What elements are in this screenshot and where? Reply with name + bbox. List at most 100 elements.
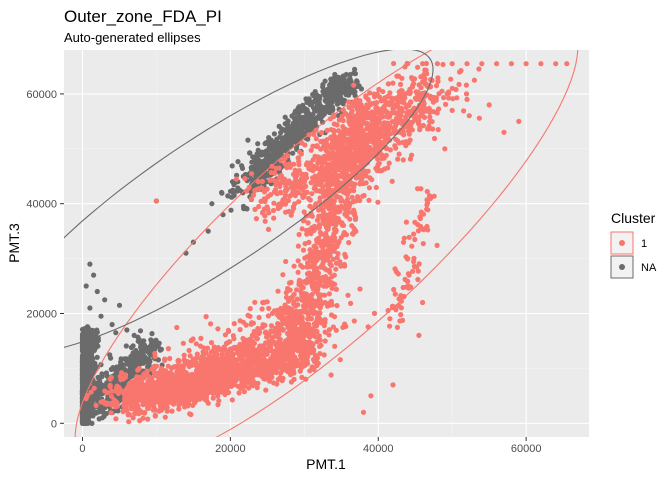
- data-point: [194, 351, 200, 357]
- data-point: [186, 363, 192, 370]
- data-point: [106, 401, 112, 407]
- data-point: [163, 405, 169, 411]
- data-point: [147, 359, 153, 365]
- data-point: [476, 115, 482, 121]
- data-point: [329, 199, 335, 205]
- data-point: [328, 372, 334, 378]
- data-point: [312, 333, 318, 340]
- data-point: [264, 299, 270, 305]
- data-point: [183, 370, 189, 376]
- data-point: [309, 364, 315, 370]
- data-point: [318, 231, 324, 237]
- data-point: [274, 381, 280, 387]
- data-point: [228, 207, 234, 213]
- data-point: [279, 135, 285, 141]
- data-point: [296, 199, 302, 205]
- data-point: [243, 171, 249, 178]
- data-point: [199, 383, 205, 389]
- data-point: [255, 147, 261, 153]
- data-point: [89, 343, 95, 349]
- data-point: [275, 325, 282, 331]
- data-point: [344, 213, 350, 219]
- data-point: [294, 357, 300, 363]
- data-point: [298, 363, 305, 369]
- data-point: [295, 337, 301, 343]
- data-point: [283, 338, 289, 344]
- data-point: [175, 358, 181, 364]
- data-point: [285, 118, 291, 124]
- data-point: [291, 370, 297, 376]
- data-point: [341, 87, 347, 93]
- data-point: [198, 366, 204, 372]
- data-point: [287, 346, 293, 352]
- data-point: [113, 404, 119, 410]
- data-point: [309, 302, 315, 308]
- data-point: [250, 192, 257, 198]
- data-point: [315, 250, 321, 256]
- data-points: [79, 60, 570, 426]
- data-point: [256, 348, 262, 354]
- data-point: [123, 343, 129, 349]
- data-point: [137, 357, 143, 363]
- data-point: [82, 359, 88, 365]
- data-point: [182, 397, 188, 403]
- data-point: [214, 376, 221, 382]
- data-point: [243, 337, 249, 343]
- data-point: [152, 341, 158, 347]
- data-point: [256, 203, 262, 210]
- data-point: [127, 380, 133, 386]
- data-point: [266, 135, 272, 141]
- data-point: [369, 114, 375, 120]
- data-point: [345, 87, 351, 93]
- data-point: [249, 358, 255, 364]
- data-point: [222, 369, 228, 375]
- data-point: [255, 179, 261, 185]
- data-point: [323, 278, 329, 284]
- data-point: [244, 367, 250, 373]
- data-point: [108, 374, 114, 381]
- data-point: [270, 177, 277, 183]
- data-point: [288, 329, 294, 335]
- data-point: [134, 374, 140, 380]
- data-point: [346, 240, 352, 246]
- data-point: [322, 274, 329, 280]
- data-point: [352, 210, 358, 216]
- data-point: [328, 312, 335, 318]
- data-point: [96, 416, 102, 422]
- data-point: [284, 321, 290, 328]
- data-point: [149, 331, 155, 337]
- data-point: [333, 266, 339, 272]
- data-point: [357, 286, 363, 292]
- data-point: [113, 364, 119, 370]
- data-point: [120, 376, 126, 382]
- data-point: [198, 335, 204, 341]
- data-point: [113, 416, 119, 422]
- data-point: [276, 331, 282, 337]
- data-point: [247, 373, 254, 379]
- data-point: [108, 410, 114, 416]
- data-point: [188, 338, 194, 344]
- data-point: [103, 370, 109, 376]
- data-point: [390, 80, 396, 86]
- data-point: [339, 79, 346, 85]
- data-point: [232, 357, 238, 363]
- data-point: [231, 336, 237, 342]
- data-point: [196, 393, 202, 399]
- data-point: [242, 176, 248, 182]
- data-point: [268, 328, 274, 334]
- data-point: [289, 335, 295, 341]
- data-point: [344, 208, 350, 214]
- data-point: [99, 371, 105, 377]
- data-point: [327, 240, 333, 246]
- data-point: [301, 293, 307, 299]
- data-point: [124, 361, 130, 367]
- data-point: [341, 74, 347, 80]
- data-point: [262, 141, 268, 147]
- data-point: [249, 171, 255, 177]
- data-point: [187, 353, 193, 359]
- data-point: [283, 258, 289, 265]
- data-point: [301, 209, 307, 215]
- data-point: [211, 384, 217, 390]
- data-point: [313, 245, 319, 251]
